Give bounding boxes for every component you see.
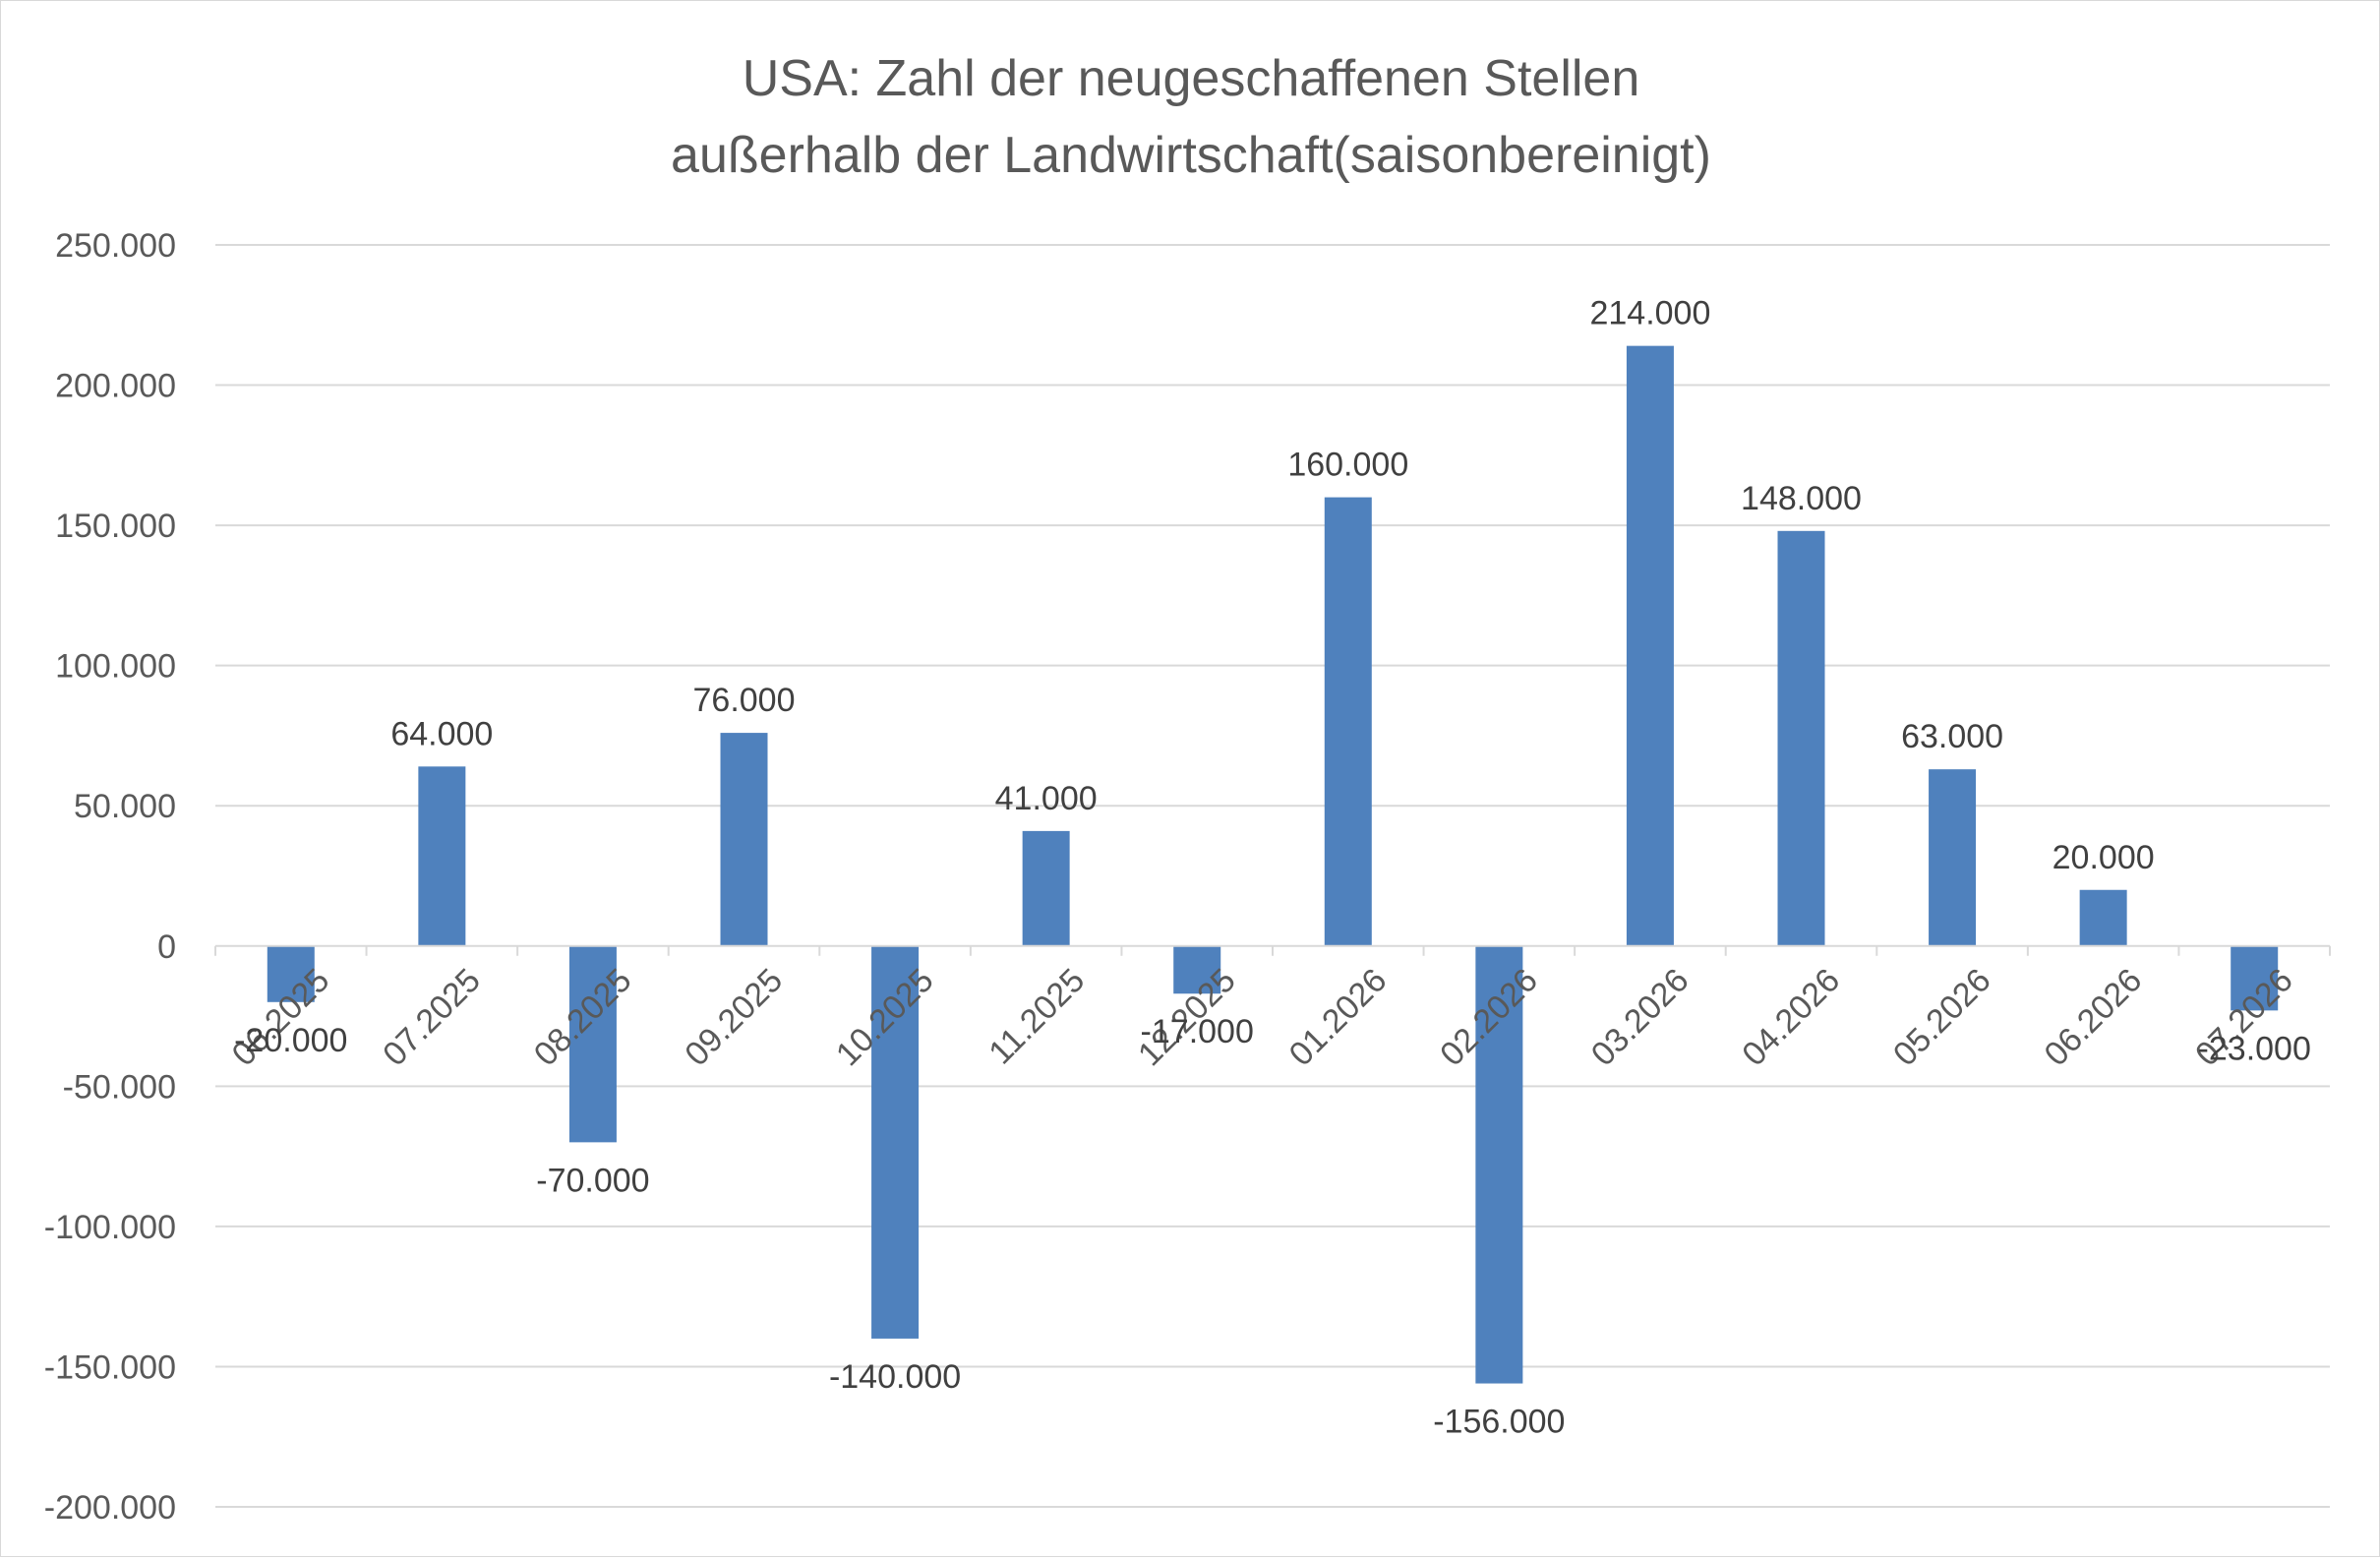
x-tick-label: 11.2025 xyxy=(982,962,1092,1072)
data-label: 148.000 xyxy=(1741,480,1862,517)
data-label: -140.000 xyxy=(829,1358,961,1396)
x-axis-ticks: 06.2025 07.2025 08.2025 09.2025 10.2025 11.20… xyxy=(225,962,2300,1074)
bar xyxy=(1173,945,1221,994)
y-tick-label: -200.000 xyxy=(44,1489,176,1527)
y-tick-label: 250.000 xyxy=(55,227,176,265)
bar xyxy=(267,945,315,1002)
y-tick-label: -50.000 xyxy=(63,1068,176,1106)
bar xyxy=(568,945,617,1143)
bar xyxy=(720,733,768,946)
bar xyxy=(1929,769,1977,946)
y-tick-label: 100.000 xyxy=(55,648,176,686)
bar xyxy=(418,766,466,946)
y-tick-label: -150.000 xyxy=(44,1348,176,1386)
bar xyxy=(1475,945,1523,1384)
data-label: 160.000 xyxy=(1287,447,1408,484)
y-tick-label: -100.000 xyxy=(44,1209,176,1246)
y-tick-label: 200.000 xyxy=(55,368,176,405)
chart-subtitle: außerhalb der Landwirtschaft(saisonberei… xyxy=(671,127,1711,184)
data-label: -17.000 xyxy=(1141,1013,1254,1050)
x-tick-label: 07.2025 xyxy=(376,962,488,1074)
x-tick-label: 06.2026 xyxy=(2037,962,2149,1074)
bar xyxy=(1324,497,1372,946)
data-label: 214.000 xyxy=(1589,295,1710,332)
chart-title: USA: Zahl der neugeschaffenen Stellen xyxy=(743,50,1640,107)
y-axis-ticks: 250.000 200.000 150.000 100.000 50.000 0 -50.0… xyxy=(44,227,176,1527)
bar xyxy=(2079,889,2127,946)
x-tick-label: 04.2026 xyxy=(1735,962,1847,1074)
bar xyxy=(871,945,920,1339)
data-label: -70.000 xyxy=(536,1162,649,1199)
bar xyxy=(1022,830,1070,946)
data-label: 20.000 xyxy=(2053,839,2155,876)
data-label: 63.000 xyxy=(1901,718,2003,755)
data-label: -156.000 xyxy=(1433,1404,1565,1441)
x-tick-label: 05.2026 xyxy=(1886,962,1998,1074)
y-tick-label: 150.000 xyxy=(55,508,176,545)
x-tick-label: 09.2025 xyxy=(678,962,790,1074)
x-tick-label: 01.2026 xyxy=(1282,962,1395,1074)
bars xyxy=(267,345,2279,1384)
gridlines xyxy=(215,244,2330,1508)
data-label: 64.000 xyxy=(390,715,493,752)
data-label: -20.000 xyxy=(234,1022,347,1059)
data-labels: -20.000 64.000 -70.000 76.000 -140.000 41.000… xyxy=(234,295,2311,1441)
data-label: -23.000 xyxy=(2198,1030,2311,1067)
bar xyxy=(2231,945,2279,1011)
y-tick-label: 0 xyxy=(157,929,176,966)
bar xyxy=(1626,345,1674,946)
data-label: 76.000 xyxy=(693,682,796,719)
x-axis xyxy=(214,944,2331,956)
y-tick-label: 50.000 xyxy=(74,788,176,825)
data-label: 41.000 xyxy=(995,780,1098,817)
bar xyxy=(1777,530,1825,946)
x-tick-label: 03.2026 xyxy=(1584,962,1696,1074)
